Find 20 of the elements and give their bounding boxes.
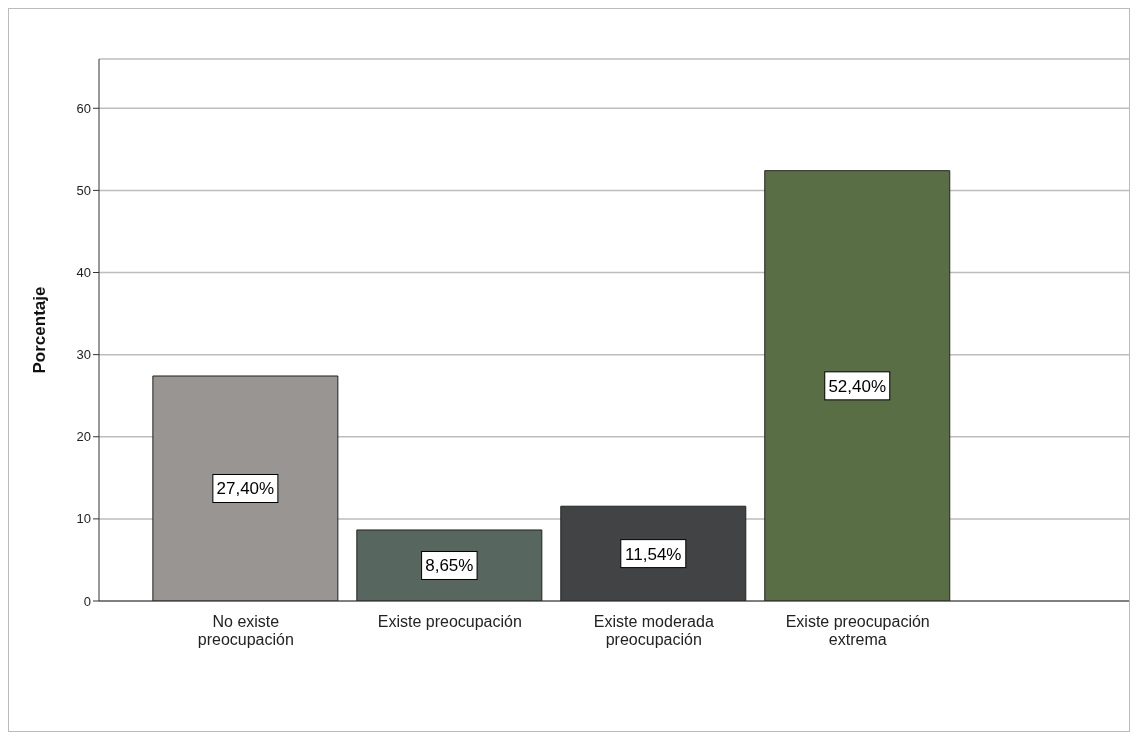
data-label: 11,54%: [625, 544, 682, 564]
x-tick-label: Existe moderada preocupación: [593, 613, 714, 648]
y-tick-label: 30: [76, 347, 91, 363]
data-label: 27,40%: [216, 479, 275, 499]
y-axis-title: Porcentaje: [30, 286, 50, 374]
data-label: 52,40%: [828, 376, 887, 396]
y-tick-label: 60: [76, 100, 91, 116]
x-tick-label: Existe preocupación extrema: [785, 613, 930, 648]
y-tick-label: 20: [76, 429, 91, 445]
bar: [764, 170, 951, 601]
y-tick-label: 10: [76, 511, 91, 527]
y-tick-label: 40: [76, 265, 91, 281]
bar: [152, 375, 339, 601]
x-tick-label: No existe preocupación: [197, 613, 294, 648]
bar: [356, 529, 543, 601]
data-label: 8,65%: [425, 556, 474, 576]
bar: [560, 505, 747, 601]
x-tick-label: Existe preocupación: [377, 613, 522, 630]
y-tick-label: 0: [83, 593, 91, 609]
y-tick-label: 50: [76, 183, 91, 199]
